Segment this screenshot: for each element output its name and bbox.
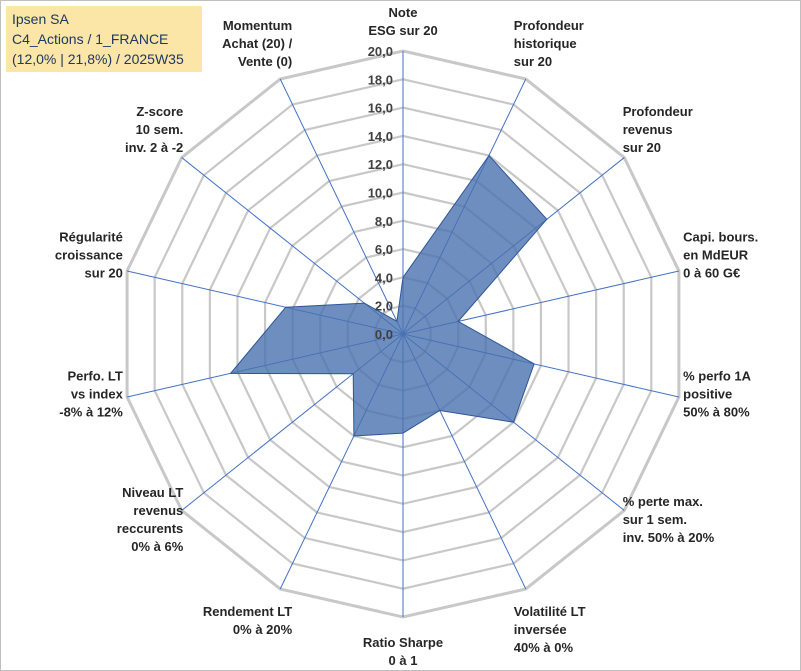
category-label: Note ESG sur 20 xyxy=(368,5,437,38)
category-label: Ratio Sharpe 0 à 1 xyxy=(363,635,443,668)
info-company: Ipsen SA xyxy=(12,11,69,27)
series-layer xyxy=(229,154,548,437)
info-stats: (12,0% | 21,8%) / 2025W35 xyxy=(12,51,184,67)
r-tick-label: 10,0 xyxy=(368,186,393,201)
r-tick-label: 4,0 xyxy=(375,270,393,285)
r-tick-label: 14,0 xyxy=(368,129,393,144)
series-area xyxy=(229,154,548,437)
category-label: % perfo 1A positive 50% à 80% xyxy=(683,369,752,420)
category-label: Perfo. LT vs index -8% à 12% xyxy=(59,369,123,420)
r-tick-label: 12,0 xyxy=(368,157,393,172)
category-label: Capi. bours. en MdEUR 0 à 60 G€ xyxy=(683,229,758,280)
category-label: Volatilité LT inversée 40% à 0% xyxy=(514,604,586,655)
category-label: Profondeur historique sur 20 xyxy=(514,18,584,69)
r-tick-label: 0,0 xyxy=(375,327,393,342)
category-label: Z-score 10 sem. inv. 2 à -2 xyxy=(125,104,183,155)
label-layer: Note ESG sur 20 Profondeur historique sur 20… xyxy=(55,5,758,668)
axis-spoke xyxy=(279,78,404,335)
category-label: % perte max. sur 1 sem. inv. 50% à 20% xyxy=(623,494,715,545)
r-tick-label: 2,0 xyxy=(375,299,393,314)
r-tick-label: 16,0 xyxy=(368,101,393,116)
info-box: Ipsen SA C4_Actions / 1_FRANCE (12,0% | … xyxy=(6,6,202,72)
category-label: Niveau LT revenus reccurents 0% à 6% xyxy=(117,485,184,554)
r-tick-label: 18,0 xyxy=(368,72,393,87)
tick-layer: 0,0 2,0 4,0 6,0 8,0 10,0 12,0 14,0 16,0 18,0 20,0 xyxy=(368,44,393,342)
r-tick-label: 6,0 xyxy=(375,242,393,257)
category-label: Momentum Achat (20) / Vente (0) xyxy=(222,18,292,69)
category-label: Rendement LT 0% à 20% xyxy=(203,604,293,637)
r-tick-label: 20,0 xyxy=(368,44,393,59)
info-portfolio: C4_Actions / 1_FRANCE xyxy=(12,31,169,47)
category-label: Profondeur revenus sur 20 xyxy=(623,104,693,155)
r-tick-label: 8,0 xyxy=(375,214,393,229)
category-label: Régularité croissance sur 20 xyxy=(55,229,123,280)
